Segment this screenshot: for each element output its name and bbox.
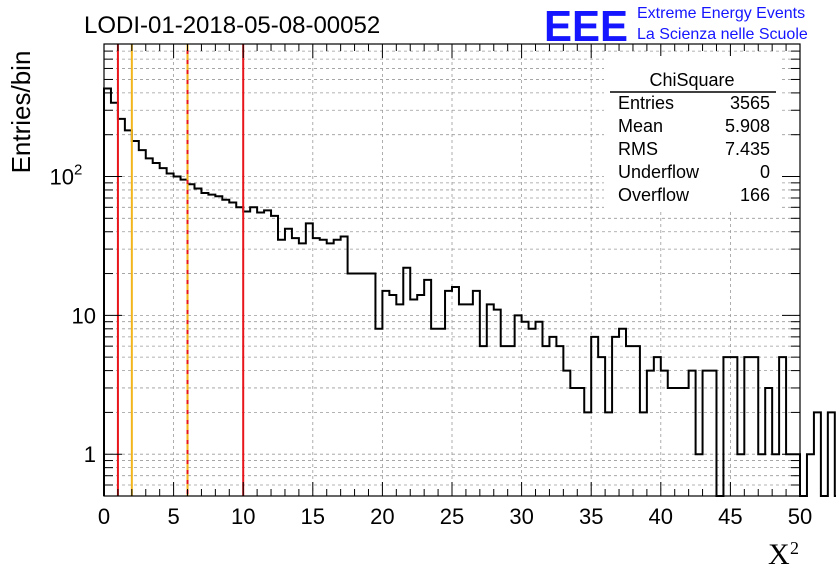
eee-logo-line2: La Scienza nelle Scuole: [637, 26, 808, 43]
stats-row-label: RMS: [618, 139, 658, 159]
histogram-outline: [103, 87, 836, 497]
stats-rows: Entries 3565 Mean 5.908 RMS 7.435 Underflow 0 Ov…: [618, 93, 770, 205]
x-tick-label: 15: [301, 504, 325, 529]
stats-row-value: 3565: [730, 93, 770, 113]
y-tick-label: 1: [84, 442, 96, 467]
x-tick-label: 35: [579, 504, 603, 529]
eee-logo-line1: Extreme Energy Events: [637, 5, 805, 22]
stats-box: ChiSquare Entries 3565 Mean 5.908 RMS 7.435 Un…: [604, 56, 780, 212]
stats-row-label: Entries: [618, 93, 674, 113]
grid-lines: [104, 43, 800, 497]
stats-title: ChiSquare: [649, 70, 734, 90]
x-tick-label: 10: [231, 504, 255, 529]
y-tick-label: 10: [50, 164, 74, 189]
x-axis-label: X 2: [768, 538, 799, 571]
stats-row-value: 0: [760, 162, 770, 182]
x-tick-label: 20: [370, 504, 394, 529]
cut-lines: [116, 44, 245, 496]
x-tick-label: 40: [649, 504, 673, 529]
y-tick-label-exponent: 2: [74, 161, 82, 178]
stats-row-label: Overflow: [618, 185, 690, 205]
stats-row-label: Underflow: [618, 162, 700, 182]
stats-row-value: 7.435: [725, 139, 770, 159]
x-tick-label: 25: [440, 504, 464, 529]
x-tick-label: 5: [167, 504, 179, 529]
axis-ticks: [103, 43, 801, 497]
x-axis-label-text: X: [768, 538, 790, 571]
chart-title: LODI-01-2018-05-08-00052: [84, 12, 380, 39]
stats-box-bg: [604, 56, 780, 212]
stats-row-label: Mean: [618, 116, 663, 136]
x-tick-label: 0: [98, 504, 110, 529]
y-tick-label: 10: [72, 303, 96, 328]
x-axis-label-superscript: 2: [790, 538, 799, 558]
eee-logo: EEE: [544, 2, 628, 51]
x-tick-label: 50: [788, 504, 812, 529]
y-axis-label: Entries/bin: [6, 51, 36, 174]
x-tick-labels: 0 5 10 15 20 25 30 35 40 45 50: [98, 504, 812, 529]
stats-row-value: 166: [740, 185, 770, 205]
x-tick-label: 30: [509, 504, 533, 529]
stats-row-value: 5.908: [725, 116, 770, 136]
x-tick-label: 45: [718, 504, 742, 529]
histogram-layer: [103, 87, 836, 497]
